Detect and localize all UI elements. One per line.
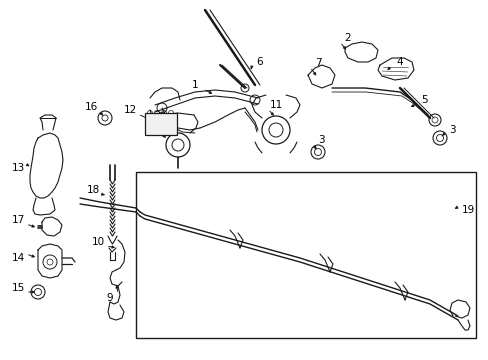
Text: 11: 11 — [269, 100, 282, 110]
Text: 6: 6 — [256, 57, 263, 67]
Bar — [136, 172, 475, 338]
Bar — [145, 113, 177, 135]
Text: 17: 17 — [11, 215, 24, 225]
Text: 5: 5 — [421, 95, 427, 105]
Text: 15: 15 — [11, 283, 24, 293]
Text: 18: 18 — [86, 185, 100, 195]
Text: 16: 16 — [84, 102, 98, 112]
Text: 14: 14 — [11, 253, 24, 263]
Text: 4: 4 — [396, 57, 403, 67]
Text: 10: 10 — [91, 237, 104, 247]
Text: 3: 3 — [448, 125, 454, 135]
Text: 13: 13 — [11, 163, 24, 173]
Text: 2: 2 — [344, 33, 350, 43]
Text: 1: 1 — [191, 80, 198, 90]
Text: 3: 3 — [317, 135, 324, 145]
Text: 9: 9 — [106, 293, 113, 303]
Text: 12: 12 — [123, 105, 136, 115]
Text: 19: 19 — [461, 205, 474, 215]
Text: 8: 8 — [150, 125, 157, 135]
Text: 7: 7 — [314, 58, 321, 68]
